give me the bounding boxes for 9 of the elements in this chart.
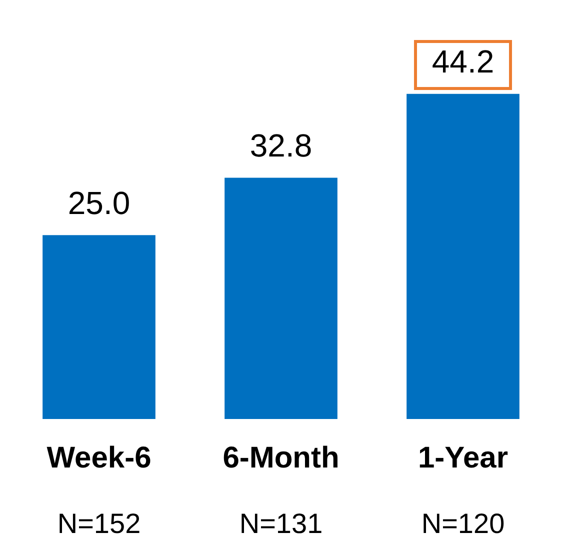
text: N=120 [421, 508, 505, 539]
data-label: 32.8 [250, 128, 312, 164]
x-tick-label: 6-Month [222, 441, 340, 474]
x-tick-label: Week-6 [46, 441, 152, 474]
data-label: 25.0 [68, 184, 130, 221]
text: N=131 [239, 508, 323, 539]
text: N=152 [57, 508, 141, 539]
data-label: 44.2 [432, 44, 494, 80]
x-tick-label: 1-Year [418, 441, 508, 474]
